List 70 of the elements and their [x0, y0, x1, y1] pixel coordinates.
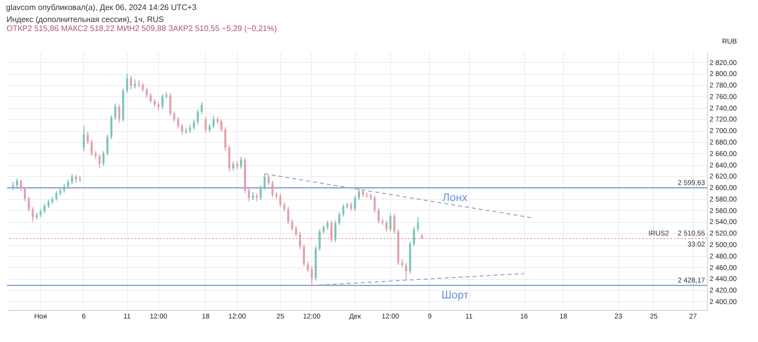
candlestick [338, 212, 340, 226]
candlestick [334, 220, 336, 243]
candlestick [161, 94, 164, 110]
candlestick [114, 102, 116, 120]
candlestick [260, 184, 262, 201]
candlestick [212, 115, 215, 129]
candlestick [306, 261, 309, 272]
candlestick [358, 187, 360, 201]
candlestick [291, 218, 294, 232]
candlestick [82, 126, 85, 152]
candlestick [318, 228, 321, 252]
candlestick [86, 131, 89, 145]
candlestick [150, 92, 152, 104]
candlestick [196, 109, 199, 125]
candlestick [264, 173, 266, 190]
ref-line-label: Лонх [442, 192, 468, 204]
candlestick [20, 179, 22, 192]
candlestick [142, 82, 144, 92]
candlestick [169, 92, 172, 116]
candlestick [28, 196, 30, 212]
chart-subtitle: ОТКР2 515,86 МАКС2 518,22 МИН2 509,88 ЗАКР2 510,55 −5,29 (−0,21%) [6, 24, 278, 33]
candlestick [232, 160, 234, 171]
candlestick [173, 110, 176, 122]
candlestick [354, 195, 356, 212]
candlestick [393, 213, 396, 234]
candlestick [130, 75, 132, 90]
candlestick [302, 244, 305, 267]
candlestick [106, 134, 108, 156]
candlestick [55, 190, 58, 202]
candlestick [204, 116, 207, 134]
candlestick [118, 104, 120, 124]
candlestick [44, 202, 46, 214]
candlestick [220, 118, 222, 132]
candlestick [283, 202, 286, 212]
candlestick [310, 266, 313, 286]
candlestick [24, 186, 26, 202]
candlestick [248, 187, 250, 202]
candlestick [181, 123, 184, 136]
candlestick [412, 226, 416, 247]
candlestick [342, 204, 344, 218]
candlestick [405, 262, 408, 281]
candlestick [126, 73, 128, 94]
candlestick [385, 220, 388, 232]
candlestick [110, 114, 112, 140]
text: glavcom опубликовал(а), Дек 06, 2024 14:26 UTC+3 [5, 2, 198, 14]
candlestick [67, 179, 70, 190]
candlestick [146, 86, 148, 98]
candlestick [98, 154, 101, 169]
candlestick [268, 174, 270, 186]
candlestick [192, 119, 195, 131]
candlestick [271, 180, 274, 198]
candlestick [177, 116, 180, 129]
candlestick [32, 206, 34, 222]
candlestick [378, 208, 380, 224]
candlestick [224, 126, 226, 152]
candlestick [16, 178, 18, 188]
candlestick [240, 156, 242, 170]
candlestick [389, 213, 392, 232]
candlestick [287, 206, 290, 224]
candlestick [279, 193, 282, 208]
candlestick [326, 220, 329, 230]
ref-line-label: Шорт [441, 289, 469, 302]
candlestick [374, 195, 376, 214]
candlestick [90, 139, 93, 157]
candlestick [200, 102, 203, 115]
candlestick [416, 216, 419, 232]
candlestick [71, 173, 74, 185]
candlestick [102, 150, 105, 166]
candlestick [228, 144, 230, 172]
chart-title: Индекс (дополнительная сессия), 1ч, RUS [6, 15, 164, 24]
